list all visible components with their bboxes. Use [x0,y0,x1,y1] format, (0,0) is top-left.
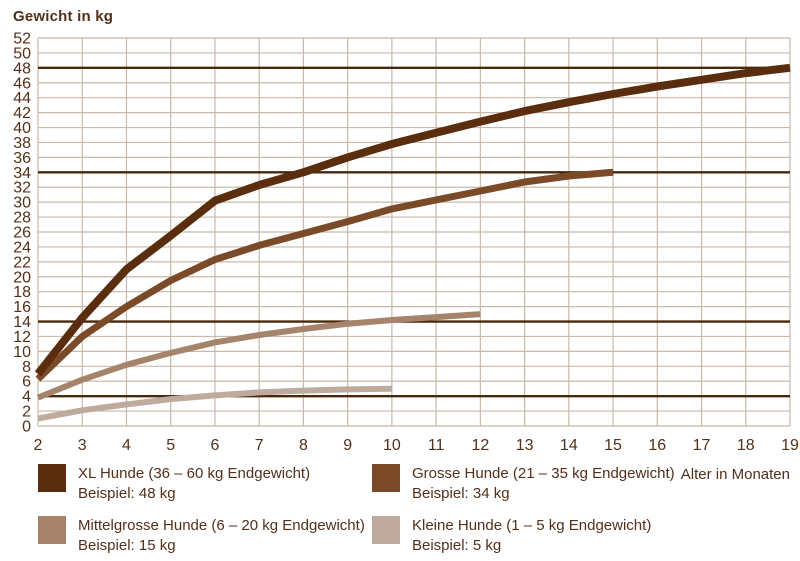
legend-example-grosse-hunde: Beispiel: 34 kg [412,484,510,502]
y-tick-label: 4 [22,389,31,406]
legend-example-xl-hunde: Beispiel: 48 kg [78,484,176,502]
x-tick-label: 3 [78,437,87,454]
legend-label-grosse-hunde: Grosse Hunde (21 – 35 kg Endgewicht) [412,465,675,482]
x-tick-label: 11 [428,437,445,454]
y-tick-label: 18 [13,284,31,301]
y-tick-label: 16 [13,299,31,316]
legend-item-grosse-hunde: Grosse Hunde (21 – 35 kg Endgewicht) Bei… [372,464,675,503]
legend-item-mittelgrosse-hunde: Mittelgrosse Hunde (6 – 20 kg Endgewicht… [38,516,365,555]
y-tick-label: 22 [13,254,31,271]
y-tick-label: 40 [13,120,31,137]
y-tick-label: 48 [13,60,31,77]
x-tick-label: 6 [210,437,219,454]
y-tick-label: 44 [13,90,31,107]
y-tick-label: 42 [13,105,31,122]
legend-example-kleine-hunde: Beispiel: 5 kg [412,536,502,554]
y-tick-label: 10 [13,344,31,361]
series-curve-grosse-hunde [35,168,614,382]
y-tick-label: 34 [13,165,31,182]
x-tick-label: 12 [471,437,489,454]
legend-label-kleine-hunde: Kleine Hunde (1 – 5 kg Endgewicht) [412,517,652,534]
x-tick-label: 2 [34,437,43,454]
legend-swatch-grosse-hunde [372,464,400,492]
x-tick-label: 9 [343,437,352,454]
series-curve-xl-hunde [34,63,791,377]
legend-item-xl-hunde: XL Hunde (36 – 60 kg Endgewicht) Beispie… [38,464,310,503]
x-tick-label: 4 [122,437,131,454]
x-tick-label: 5 [166,437,175,454]
y-axis-title: Gewicht in kg [13,8,114,25]
y-tick-label: 24 [13,239,31,256]
y-tick-label: 0 [22,419,31,436]
y-tick-label: 20 [13,269,31,286]
y-tick-label: 30 [13,195,31,212]
y-tick-label: 26 [13,225,31,242]
x-tick-label: 14 [560,437,578,454]
legend-label-xl-hunde: XL Hunde (36 – 60 kg Endgewicht) [78,465,311,482]
x-tick-label: 10 [383,437,401,454]
legend-swatch-xl-hunde [38,464,66,492]
x-tick-label: 7 [255,437,264,454]
y-tick-label: 50 [13,45,31,62]
y-tick-label: 8 [22,359,31,376]
y-tick-label: 46 [13,75,31,92]
x-tick-label: 17 [693,437,711,454]
y-tick-label: 36 [13,150,31,167]
legend-label-mittelgrosse-hunde: Mittelgrosse Hunde (6 – 20 kg Endgewicht… [78,517,365,534]
y-tick-label: 52 [13,31,31,48]
x-tick-label: 18 [737,437,755,454]
x-tick-label: 19 [781,437,799,454]
growth-chart-plot: 0246810121416182022242628303234363840424… [13,31,799,455]
y-tick-label: 14 [13,314,31,331]
x-tick-label: 16 [648,437,666,454]
x-tick-label: 13 [516,437,534,454]
y-tick-label: 38 [13,135,31,152]
y-tick-label: 28 [13,210,31,227]
series-curve-kleine-hunde [37,385,392,422]
legend-item-kleine-hunde: Kleine Hunde (1 – 5 kg Endgewicht) Beisp… [372,516,651,555]
legend-swatch-mittelgrosse-hunde [38,516,66,544]
y-tick-label: 6 [22,374,31,391]
y-tick-label: 12 [13,329,31,346]
x-axis-title: Alter in Monaten [680,466,790,483]
legend-example-mittelgrosse-hunde: Beispiel: 15 kg [78,536,176,554]
y-tick-label: 32 [13,180,31,197]
x-tick-label: 8 [299,437,308,454]
y-tick-label: 2 [22,404,31,421]
x-tick-label: 15 [604,437,622,454]
series-curve-mittelgrosse-hunde [36,311,481,401]
legend-swatch-kleine-hunde [372,516,400,544]
